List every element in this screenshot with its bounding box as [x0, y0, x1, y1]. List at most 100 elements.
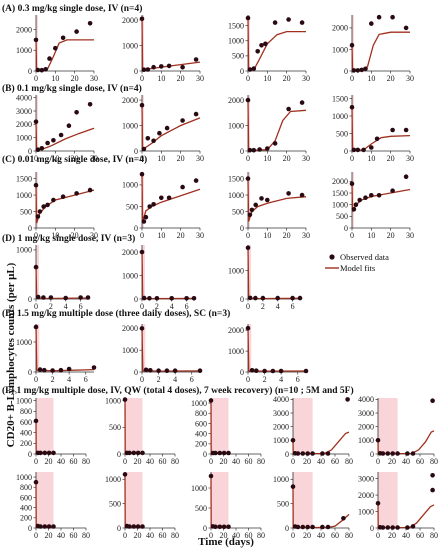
panel-b4: 0 500 1000 1500 0 10 20 30: [332, 94, 414, 163]
x-tick-label: 20: [387, 74, 395, 83]
y-tick-label: 2000: [332, 24, 348, 33]
x-tick-label: 10: [157, 154, 165, 163]
observed-point: [259, 196, 264, 201]
dosing-band: [248, 95, 250, 151]
observed-point: [58, 132, 64, 138]
y-tick-label: 600: [195, 419, 207, 428]
observed-point: [50, 368, 55, 373]
y-tick-label: 800: [20, 407, 32, 416]
x-tick-label: 10: [51, 231, 59, 240]
observed-point: [180, 184, 185, 190]
x-tick-label: 0: [34, 74, 38, 83]
x-tick-label: 40: [317, 531, 325, 540]
x-tick-label: 2: [155, 302, 159, 311]
dosing-band: [211, 472, 229, 528]
observed-point: [380, 525, 386, 530]
panel-e1: 0 1000 0 2 4 6: [16, 324, 97, 384]
observed-point: [390, 127, 395, 133]
y-tick-label: 0: [28, 147, 32, 156]
observed-point: [253, 295, 258, 301]
observed-point: [135, 524, 141, 529]
dosing-band: [36, 245, 39, 299]
observed-point: [45, 202, 50, 208]
section-title-c: (C) 0.01 mg/kg single dose, IV (n=4): [2, 154, 147, 165]
observed-point: [159, 195, 164, 201]
observed-point: [51, 450, 56, 456]
observed-point: [197, 368, 203, 374]
observed-point: [251, 147, 257, 153]
y-tick-label: 1000: [16, 396, 32, 405]
y-tick-label: 0: [344, 224, 348, 233]
observed-point: [139, 102, 145, 108]
y-tick-label: 0: [370, 524, 374, 533]
x-tick-label: 60: [331, 531, 339, 540]
observed-point: [430, 398, 435, 404]
y-tick-label: 3000: [358, 409, 374, 418]
x-tick-label: 10: [367, 154, 375, 163]
dosing-band: [36, 398, 54, 454]
observed-point: [159, 64, 164, 69]
y-tick-label: 3000: [16, 107, 32, 116]
observed-point: [265, 197, 270, 203]
observed-point: [369, 193, 374, 198]
x-tick-label: 4: [67, 375, 71, 384]
observed-point: [390, 188, 395, 193]
observed-point: [156, 368, 161, 374]
observed-point: [270, 368, 276, 374]
observed-point: [43, 67, 48, 72]
observed-point: [295, 524, 301, 530]
x-tick-label: 0: [209, 457, 213, 466]
x-tick-label: 0: [291, 531, 295, 540]
model-fit-line: [141, 106, 201, 151]
x-tick-label: 80: [82, 531, 90, 540]
x-tick-label: 0: [140, 375, 144, 384]
observed-point: [151, 138, 156, 144]
x-tick-label: 0: [350, 231, 354, 240]
observed-point: [299, 100, 305, 105]
observed-point: [151, 64, 156, 70]
x-tick-label: 0: [34, 302, 38, 311]
x-tick-label: 20: [177, 154, 185, 163]
y-tick-label: 500: [195, 504, 207, 513]
observed-point: [51, 197, 56, 203]
model-fit-line: [247, 19, 306, 71]
dosing-band: [293, 472, 313, 528]
dosing-band: [36, 324, 40, 372]
y-tick-label: 1500: [16, 174, 32, 183]
observed-point: [166, 63, 172, 69]
x-tick-label: 80: [171, 457, 179, 466]
panel-f9: 0 500 1000 0 20 40 60 80: [273, 472, 353, 540]
x-tick-label: 20: [388, 531, 396, 540]
x-tick-label: 30: [196, 74, 204, 83]
observed-point: [33, 479, 39, 485]
observed-point: [253, 368, 259, 374]
x-tick-label: 40: [232, 531, 240, 540]
observed-point: [39, 67, 45, 73]
observed-point: [141, 219, 147, 224]
section-title-f: (F) 1 mg/kg multiple dose, IV, QW (total…: [2, 385, 354, 396]
observed-point: [253, 202, 258, 208]
y-tick-label: 0: [344, 67, 348, 76]
observed-point: [63, 295, 68, 301]
observed-point: [300, 524, 306, 530]
panel-f2: 0 500 1000 0 20 40 60 80: [105, 396, 179, 466]
observed-point: [221, 450, 227, 456]
y-tick-label: 4000: [358, 395, 374, 404]
observed-point: [164, 368, 170, 374]
x-tick-label: 20: [134, 531, 142, 540]
observed-point: [58, 367, 64, 373]
observed-point: [351, 207, 357, 212]
section-title-a: (A) 0.3 mg/kg single dose, IV (n=4): [2, 3, 142, 14]
observed-point: [60, 35, 66, 41]
observed-point: [191, 296, 197, 301]
x-tick-label: 0: [376, 457, 380, 466]
x-tick-label: 0: [34, 154, 38, 163]
y-tick-label: 2000: [122, 248, 138, 257]
y-tick-label: 0: [344, 147, 348, 156]
observed-point: [33, 418, 39, 424]
observed-point: [147, 296, 152, 301]
y-tick-label: 1000: [105, 396, 121, 405]
observed-point: [245, 15, 251, 21]
y-tick-label: 1500: [332, 189, 348, 198]
observed-point: [341, 516, 346, 521]
